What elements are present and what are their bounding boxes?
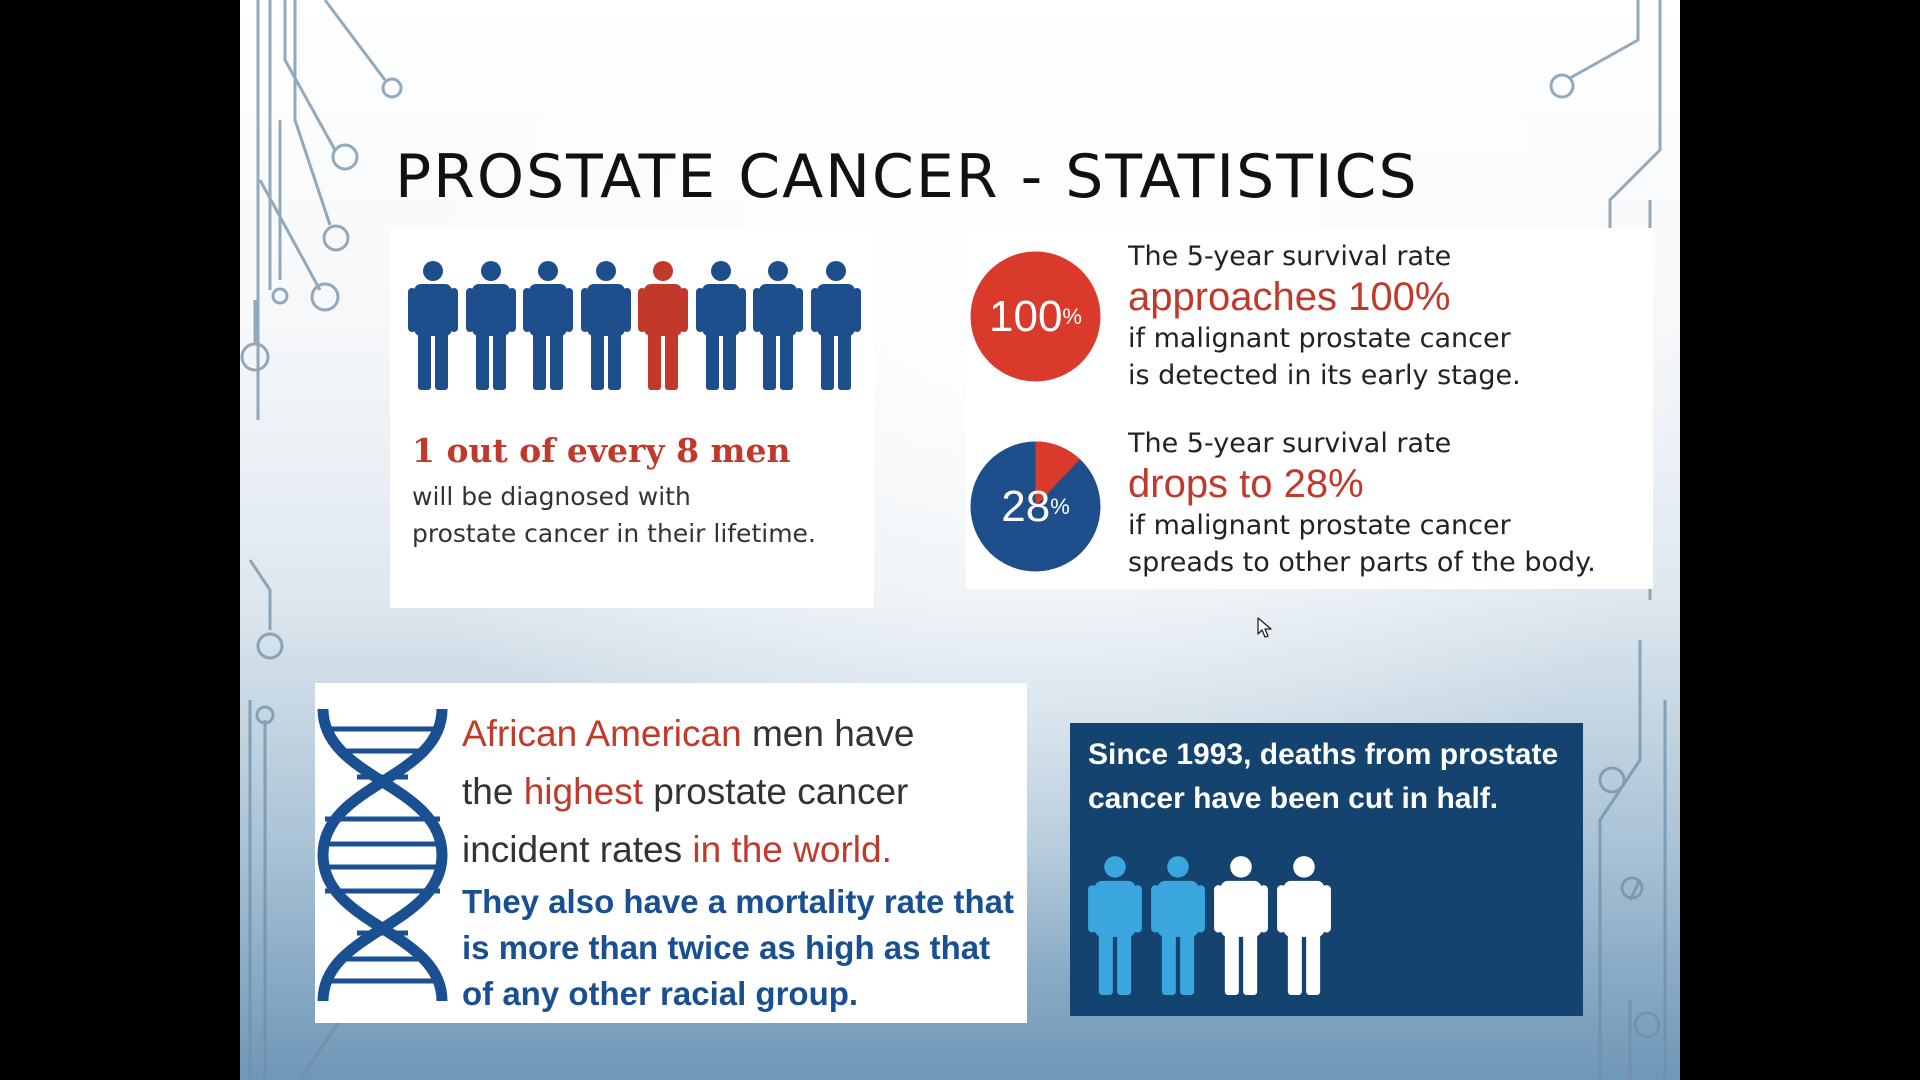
highlight-text: in the world. [692, 829, 892, 870]
person-icon [408, 261, 458, 390]
pie-number: 28 [1001, 481, 1051, 531]
person-icon [810, 261, 861, 390]
pie-percent-sign: % [1062, 303, 1082, 329]
body-text: prostate cancer [643, 771, 909, 812]
aa-line-2: the highest prostate cancer [462, 763, 1022, 821]
survival-spread-text: The 5-year survival rate drops to 28% if… [1128, 427, 1596, 581]
mouse-cursor-icon [1257, 617, 1272, 638]
deaths-line: cancer have been cut in half. [1088, 782, 1499, 815]
person-icon [638, 261, 688, 390]
survival-intro: The 5-year survival rate [1128, 428, 1452, 459]
deaths-line: Since 1993, deaths from prostate [1088, 738, 1559, 771]
aa-line-3: incident rates in the world. [462, 821, 1022, 879]
highlight-text: African American [462, 713, 742, 754]
pie-chart-icon [970, 251, 1101, 382]
survival-condition: is detected in its early stage. [1128, 360, 1521, 391]
body-text: men have [741, 713, 915, 754]
pie-chart-icon [970, 441, 1101, 572]
mortality-line: They also have a mortality rate that [462, 883, 1015, 920]
body-text: incident rates [462, 829, 693, 870]
one-in-eight-headline: 1 out of every 8 men [412, 431, 791, 470]
person-icon [1151, 856, 1205, 995]
one-in-eight-card: 1 out of every 8 men will be diagnosed w… [390, 228, 874, 608]
slide: PROSTATE CANCER - STATISTICS 1 out of ev… [240, 0, 1680, 1080]
survival-rate-card: 100% The 5-year survival rate approaches… [966, 228, 1653, 589]
pie-slice [970, 251, 1101, 382]
person-icon [753, 261, 803, 390]
pie-28-percent: 28% [970, 441, 1101, 572]
pie-100-percent: 100% [970, 251, 1101, 382]
pie-slice-highlight [1035, 441, 1080, 507]
person-icon [1214, 856, 1268, 995]
pie-label-28: 28% [970, 441, 1101, 572]
survival-early-text: The 5-year survival rate approaches 100%… [1128, 240, 1521, 394]
mortality-line: is more than twice as high as that [462, 929, 991, 966]
body-text: the [462, 771, 524, 812]
highlight-text: highest [523, 771, 644, 812]
deaths-halved-card: Since 1993, deaths from prostate cancer … [1070, 723, 1583, 1016]
description-line: will be diagnosed with [412, 482, 691, 511]
pie-label-100: 100% [970, 251, 1101, 382]
survival-condition: spreads to other parts of the body. [1128, 547, 1596, 578]
pie-number: 100 [989, 291, 1063, 341]
mortality-line: of any other racial group. [462, 975, 859, 1012]
person-icon [523, 261, 573, 390]
african-american-text: African American men have the highest pr… [462, 705, 1022, 1017]
one-in-eight-description: will be diagnosed with prostate cancer i… [412, 478, 852, 552]
people-figures-row [1088, 855, 1348, 995]
survival-intro: The 5-year survival rate [1128, 241, 1452, 272]
survival-condition: if malignant prostate cancer [1128, 323, 1511, 354]
person-icon [580, 261, 631, 390]
person-icon [465, 261, 516, 390]
survival-emphasis: approaches 100% [1128, 275, 1451, 319]
pie-percent-sign: % [1050, 493, 1070, 519]
slide-title: PROSTATE CANCER - STATISTICS [395, 142, 1419, 212]
person-icon [1277, 856, 1331, 995]
deaths-halved-text: Since 1993, deaths from prostate cancer … [1088, 733, 1578, 821]
african-american-card: African American men have the highest pr… [315, 683, 1027, 1023]
aa-line-1: African American men have [462, 705, 1022, 763]
men-figures-row [408, 260, 868, 390]
survival-condition: if malignant prostate cancer [1128, 510, 1511, 541]
survival-emphasis: drops to 28% [1128, 462, 1364, 506]
description-line: prostate cancer in their lifetime. [412, 519, 816, 548]
person-icon [695, 261, 746, 390]
person-icon [1088, 856, 1142, 995]
dna-icon [317, 709, 448, 1001]
